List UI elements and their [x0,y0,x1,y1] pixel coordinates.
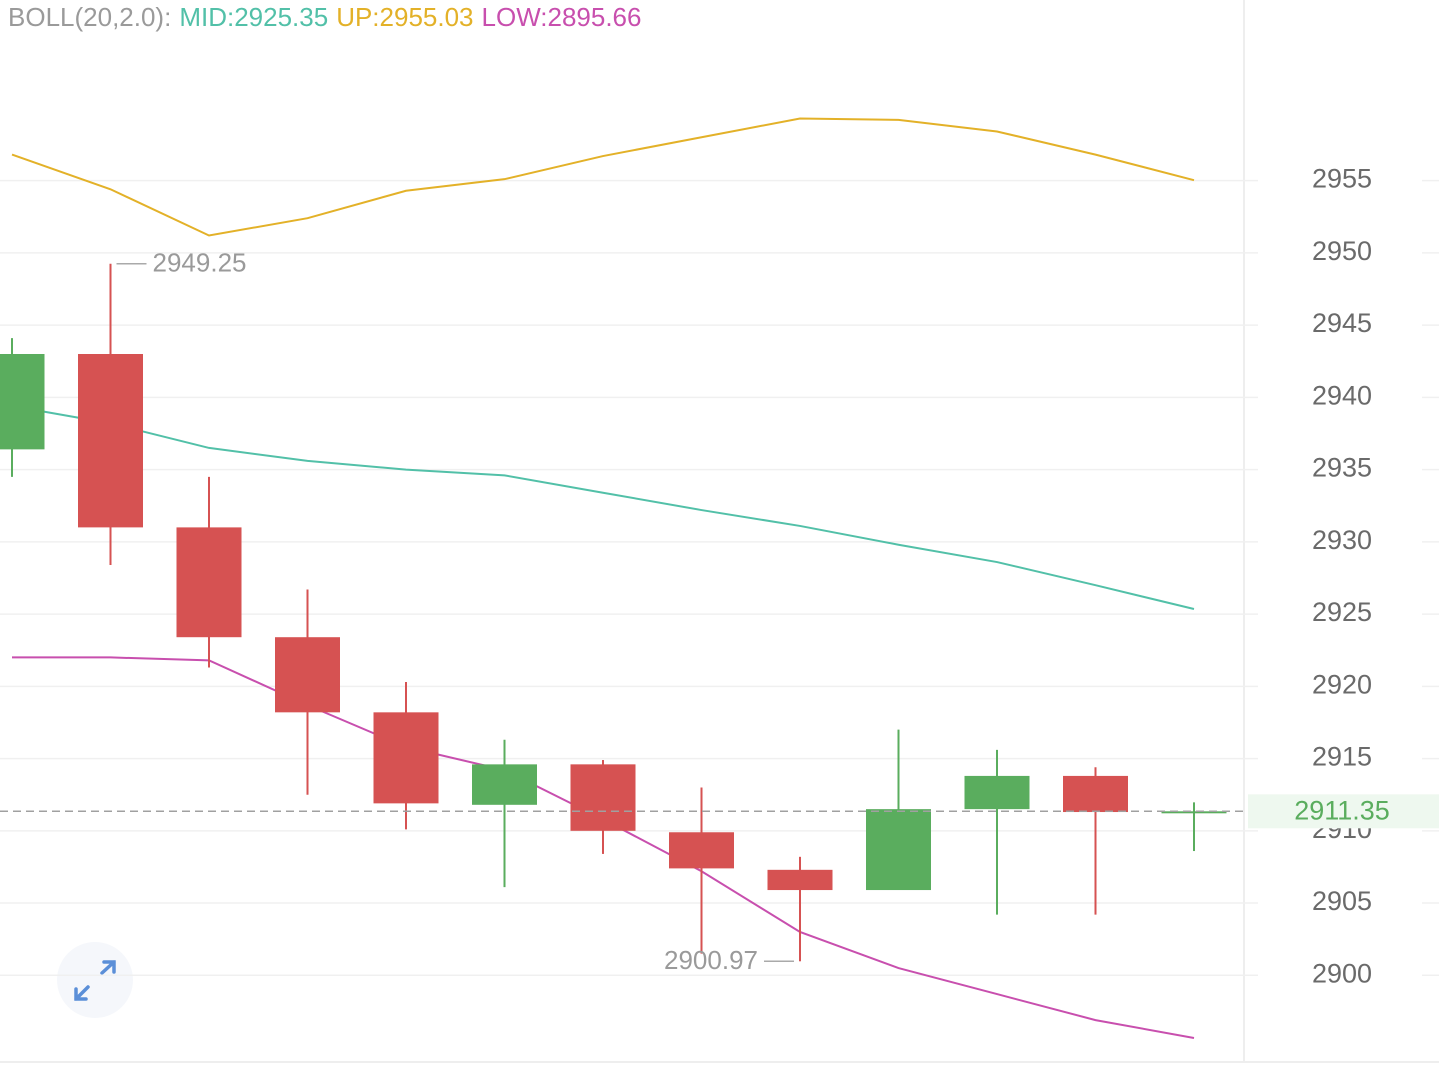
candle-body [275,637,340,713]
y-tick-label: 2945 [1312,308,1372,338]
y-tick-label: 2930 [1312,525,1372,555]
legend-entry: MID:2925.35 [179,2,328,32]
expand-icon[interactable] [74,960,116,1001]
candle-body [0,354,45,450]
y-tick-label: 2950 [1312,236,1372,266]
indicator-header: BOLL(20,2.0): MID:2925.35 UP:2955.03 LOW:28… [8,2,641,32]
candle-body [964,775,1030,810]
expand-button[interactable] [57,942,133,1018]
legend-entry: UP:2955.03 [336,2,473,32]
y-tick-label: 2955 [1312,164,1372,194]
candle-body [373,712,439,804]
y-tick-label: 2900 [1312,958,1372,988]
candle-body [176,527,242,638]
current-price-box [1248,794,1439,829]
boll-line [11,117,1195,237]
y-tick-label: 2915 [1312,742,1372,772]
candle-body [767,869,833,891]
high-label: 2949.25 [153,248,247,278]
boll-line [11,405,1195,610]
y-tick-label: 2925 [1312,597,1372,627]
candle-body [1063,775,1128,813]
candle-body [472,764,537,805]
y-tick-label: 2920 [1312,669,1372,699]
candle-body [570,764,636,831]
y-tick-label: 2935 [1312,453,1372,483]
expand-button-bg[interactable] [57,942,133,1018]
candle-body [1161,811,1227,814]
candle-body [669,832,734,869]
legend-entry: LOW:2895.66 [482,2,642,32]
candle-body [866,809,931,891]
candle-body [78,354,143,528]
indicator-name: BOLL(20,2.0): [8,2,171,32]
y-tick-label: 2940 [1312,380,1372,410]
current-price-label: 2911.35 [1294,795,1390,825]
low-label: 2900.97 [664,945,758,975]
y-tick-label: 2905 [1312,886,1372,916]
